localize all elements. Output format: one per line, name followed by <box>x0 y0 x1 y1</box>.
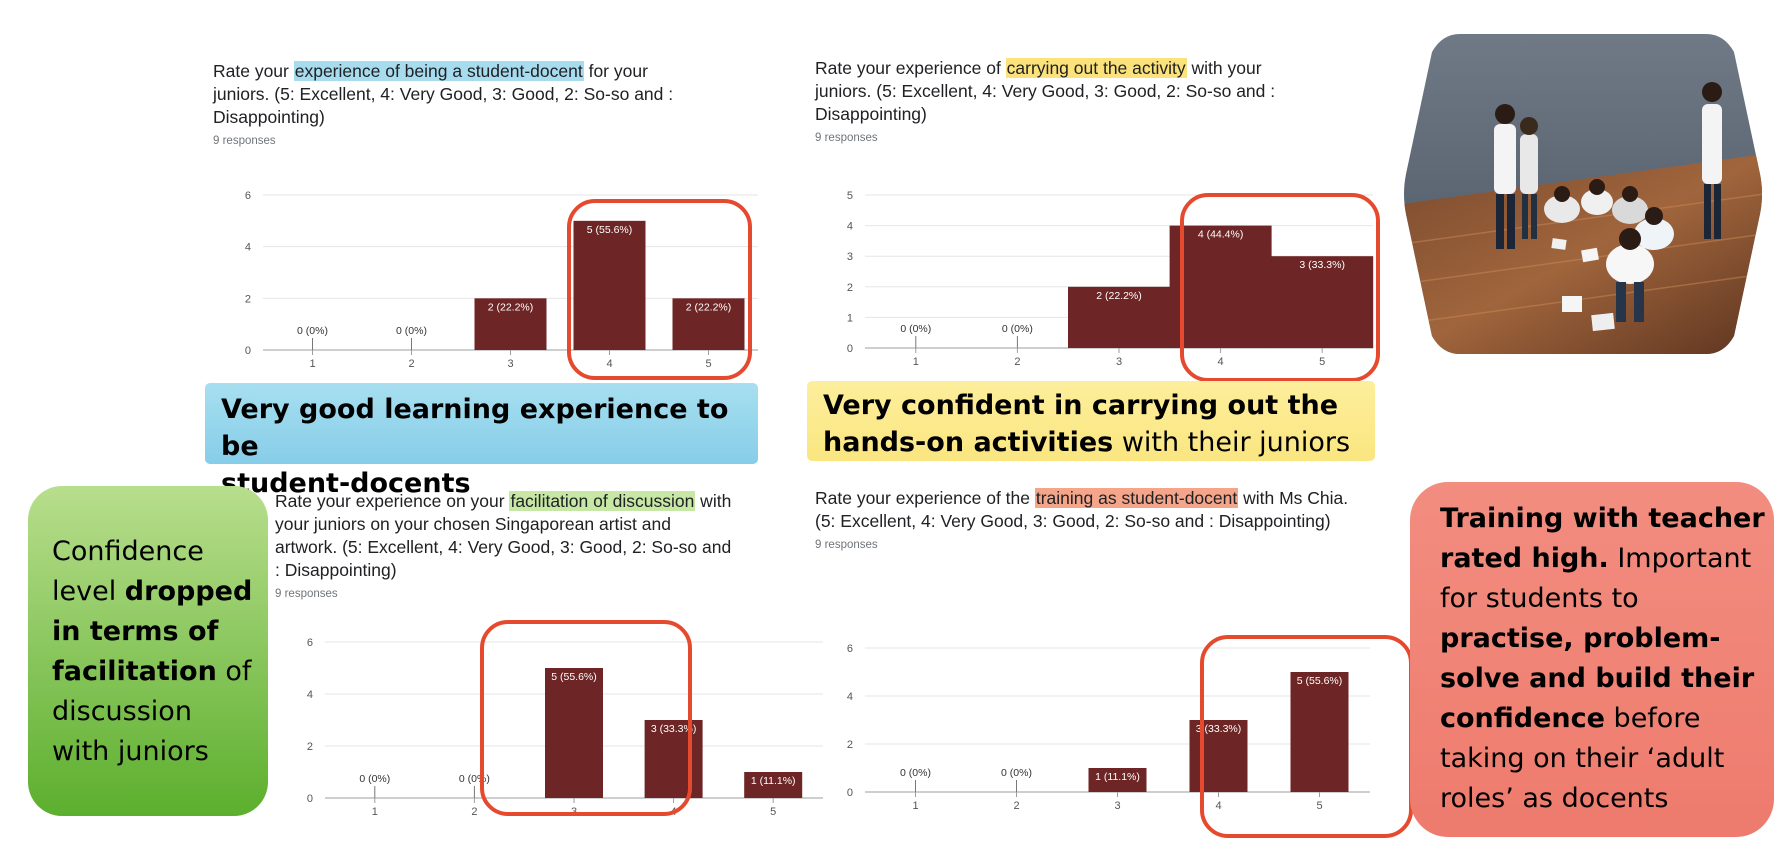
y-tick-label: 1 <box>847 312 853 324</box>
y-tick-label: 6 <box>307 637 313 649</box>
responses-count-3: 9 responses <box>275 588 338 600</box>
bar <box>1169 225 1272 348</box>
y-tick-label: 4 <box>307 689 313 701</box>
y-tick-label: 0 <box>245 345 251 357</box>
data-label: 4 (44.4%) <box>1198 229 1244 241</box>
x-tick-label: 2 <box>1014 356 1020 368</box>
bar <box>672 298 745 350</box>
data-label: 2 (22.2%) <box>1096 290 1142 302</box>
bar <box>1088 768 1147 792</box>
callout-yellow: Very confident in carrying out the hands… <box>807 381 1375 461</box>
y-tick-label: 6 <box>245 190 251 202</box>
x-tick-label: 1 <box>912 800 918 812</box>
data-label: 0 (0%) <box>1001 767 1032 779</box>
question-text-2: Rate your experience of carrying out the… <box>815 58 1276 124</box>
y-tick-label: 0 <box>847 787 853 799</box>
x-tick-label: 1 <box>913 356 919 368</box>
x-tick-label: 1 <box>309 358 315 370</box>
x-tick-label: 5 <box>705 358 711 370</box>
bar <box>573 220 646 350</box>
y-tick-label: 4 <box>847 221 853 233</box>
responses-count-1: 9 responses <box>213 135 276 147</box>
y-tick-label: 5 <box>847 190 853 202</box>
y-tick-label: 3 <box>847 251 853 263</box>
callout-red: Training with teacher rated high. Import… <box>1410 482 1774 837</box>
data-label: 0 (0%) <box>396 325 427 337</box>
y-tick-label: 4 <box>847 691 853 703</box>
x-tick-label: 2 <box>408 358 414 370</box>
photo-illustration <box>1404 34 1762 354</box>
question-panel-4: Rate your experience of the training as … <box>815 487 1355 551</box>
data-label: 5 (55.6%) <box>551 671 597 683</box>
y-tick-label: 2 <box>847 739 853 751</box>
question-text-1: Rate your experience of being a student-… <box>213 61 674 127</box>
y-tick-label: 0 <box>307 793 313 805</box>
y-tick-label: 6 <box>847 643 853 655</box>
callout-blue: Very good learning experience to be stud… <box>205 383 758 499</box>
responses-count-4: 9 responses <box>815 539 878 551</box>
x-tick-label: 3 <box>1116 356 1122 368</box>
data-label: 3 (33.3%) <box>651 723 697 735</box>
data-label: 0 (0%) <box>900 323 931 335</box>
x-tick-label: 5 <box>1319 356 1325 368</box>
bar <box>1189 720 1248 792</box>
bar <box>545 668 603 798</box>
data-label: 1 (11.1%) <box>751 775 796 787</box>
data-label: 0 (0%) <box>297 325 328 337</box>
x-tick-label: 4 <box>1218 356 1224 368</box>
question-highlight-3: facilitation of discussion <box>509 491 696 511</box>
data-label: 5 (55.6%) <box>1297 675 1343 687</box>
data-label: 1 (11.1%) <box>1095 771 1140 783</box>
question-text-4: Rate your experience of the training as … <box>815 488 1349 531</box>
x-tick-label: 2 <box>471 806 477 818</box>
callout-green: Confidence level dropped in terms of fac… <box>28 486 268 816</box>
question-highlight-1: experience of being a student-docent <box>293 61 584 81</box>
highlight-box-chart-4 <box>1200 635 1413 838</box>
y-tick-label: 2 <box>307 741 313 753</box>
x-tick-label: 3 <box>1114 800 1120 812</box>
data-label: 0 (0%) <box>1002 323 1033 335</box>
question-panel-3: Rate your experience on your facilitatio… <box>275 490 735 600</box>
bar <box>1271 256 1374 348</box>
x-tick-label: 1 <box>372 806 378 818</box>
x-tick-label: 5 <box>770 806 776 818</box>
data-label: 0 (0%) <box>359 773 390 785</box>
highlight-box-chart-3 <box>480 620 692 816</box>
x-tick-label: 4 <box>1215 800 1221 812</box>
y-tick-label: 2 <box>245 293 251 305</box>
highlight-box-chart-2 <box>1180 193 1380 382</box>
question-highlight-4: training as student-docent <box>1034 488 1239 508</box>
question-panel-1: Rate your experience of being a student-… <box>213 60 693 147</box>
responses-count-2: 9 responses <box>815 132 878 144</box>
x-tick-label: 5 <box>1316 800 1322 812</box>
question-panel-2: Rate your experience of carrying out the… <box>815 57 1305 144</box>
x-tick-label: 4 <box>606 358 612 370</box>
bar <box>1290 672 1349 792</box>
data-label: 3 (33.3%) <box>1299 259 1345 271</box>
x-tick-label: 3 <box>507 358 513 370</box>
bar <box>644 720 703 798</box>
y-tick-label: 4 <box>245 242 251 254</box>
x-tick-label: 2 <box>1013 800 1019 812</box>
highlight-box-chart-1 <box>567 199 752 380</box>
data-label: 5 (55.6%) <box>587 224 633 236</box>
question-text-3: Rate your experience on your facilitatio… <box>275 491 732 580</box>
bar <box>744 772 803 798</box>
bar <box>474 298 547 350</box>
bar <box>1068 286 1170 348</box>
data-label: 3 (33.3%) <box>1196 723 1242 735</box>
hexagon-photo <box>1402 34 1764 354</box>
y-tick-label: 0 <box>847 343 853 355</box>
data-label: 0 (0%) <box>900 767 931 779</box>
data-label: 2 (22.2%) <box>488 301 534 313</box>
question-highlight-2: carrying out the activity <box>1005 58 1187 78</box>
y-tick-label: 2 <box>847 282 853 294</box>
data-label: 2 (22.2%) <box>686 301 732 313</box>
